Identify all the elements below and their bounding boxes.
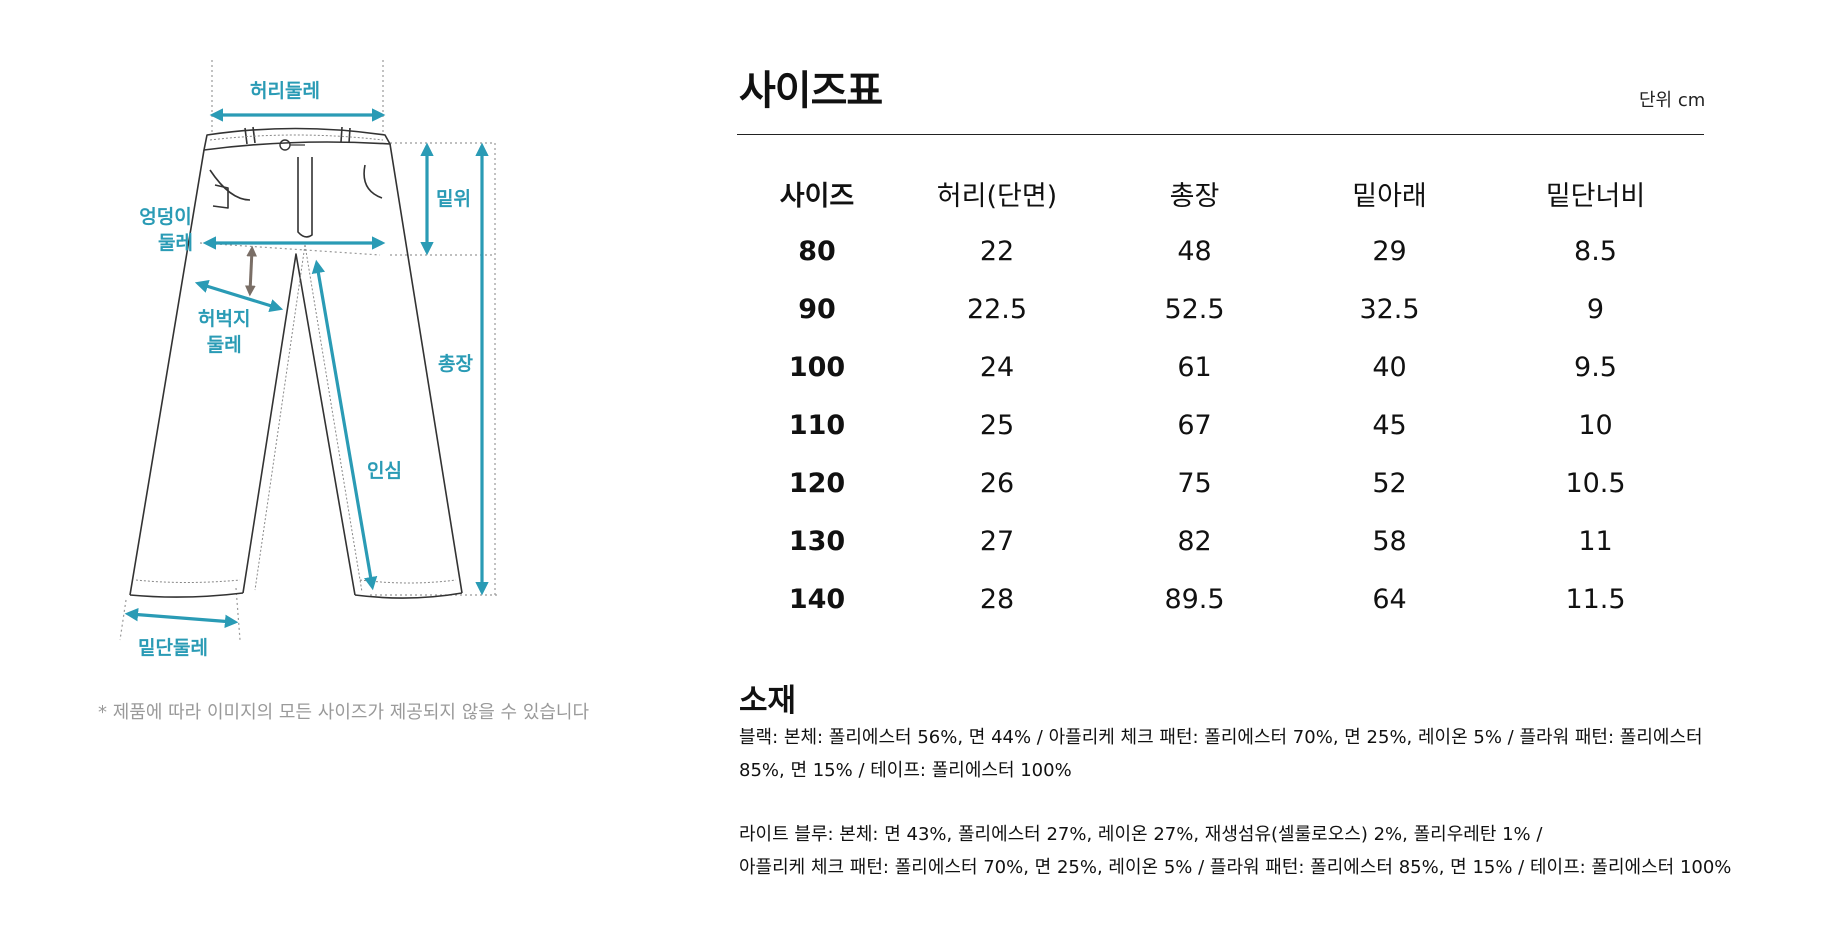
rise-cell: 64: [1372, 583, 1407, 615]
hem-width-cell: 11.5: [1565, 583, 1626, 615]
table-row: 120 26 75 52 10.5: [737, 454, 1704, 512]
title-divider: [737, 134, 1704, 135]
rise-label: 밑위: [436, 188, 471, 210]
table-row: 130 27 82 58 11: [737, 512, 1704, 570]
size-chart-title: 사이즈표: [739, 68, 883, 114]
table-row: 100 24 61 40 9.5: [737, 338, 1704, 396]
total-length-cell: 67: [1177, 409, 1212, 441]
size-cell: 140: [788, 583, 846, 615]
waist-cell: 28: [979, 583, 1015, 615]
size-table-header-row: 사이즈 허리(단면) 총장 밑아래 밑단너비: [737, 164, 1704, 222]
header-hem-width: 밑단너비: [1545, 180, 1646, 212]
header-total-length: 총장: [1169, 180, 1220, 212]
hem-width-cell: 10.5: [1565, 467, 1626, 499]
waist-cell: 22: [979, 235, 1015, 267]
thigh-label: 허벅지 둘레: [198, 306, 250, 358]
thigh-label-line1: 허벅지: [198, 308, 251, 330]
size-cell: 90: [798, 293, 836, 325]
total-length-cell: 89.5: [1164, 583, 1225, 615]
total-length-cell: 48: [1177, 235, 1212, 267]
hem-width-cell: 9.5: [1574, 351, 1617, 383]
waist-cell: 22.5: [966, 293, 1028, 325]
table-row: 110 25 67 45 10: [737, 396, 1704, 454]
size-cell: 130: [788, 525, 846, 557]
size-cell: 110: [788, 409, 846, 441]
rise-cell: 29: [1372, 235, 1407, 267]
size-table: 사이즈 허리(단면) 총장 밑아래 밑단너비 80 22 48 29 8.5 9…: [737, 164, 1704, 628]
measurement-diagram: 허리둘레 밑위 엉덩이 둘레 허벅지 둘레 총장 인심 밑단둘레: [100, 40, 660, 680]
total-length-cell: 75: [1177, 467, 1212, 499]
hip-label-line1: 엉덩이: [139, 206, 192, 228]
hip-label-line2: 둘레: [158, 232, 193, 254]
table-row: 90 22.5 52.5 32.5 9: [737, 280, 1704, 338]
size-disclaimer-note: * 제품에 따라 이미지의 모든 사이즈가 제공되지 않을 수 있습니다: [98, 702, 590, 723]
waist-cell: 27: [979, 525, 1015, 557]
waist-cell: 24: [979, 351, 1015, 383]
waist-cell: 25: [979, 409, 1015, 441]
hem-width-cell: 10: [1578, 409, 1613, 441]
rise-cell: 45: [1372, 409, 1407, 441]
waist-label: 허리둘레: [250, 80, 320, 102]
hip-label: 엉덩이 둘레: [138, 204, 193, 256]
header-rise: 밑아래: [1352, 180, 1427, 212]
total-length-label: 총장: [438, 353, 473, 375]
rise-cell: 52: [1372, 467, 1407, 499]
material-title: 소재: [739, 683, 797, 719]
total-length-cell: 82: [1177, 525, 1212, 557]
hem-width-cell: 11: [1578, 525, 1613, 557]
unit-label: 단위 cm: [1639, 90, 1706, 111]
material-black-line1: 블랙: 본체: 폴리에스터 56%, 면 44% / 아플리케 체크 패턴: 폴…: [739, 727, 1703, 748]
header-size: 사이즈: [779, 180, 855, 212]
rise-cell: 32.5: [1359, 293, 1420, 325]
table-row: 140 28 89.5 64 11.5: [737, 570, 1704, 628]
size-cell: 100: [788, 351, 846, 383]
rise-cell: 40: [1372, 351, 1407, 383]
hem-label: 밑단둘레: [138, 637, 208, 659]
thigh-label-line2: 둘레: [206, 334, 242, 356]
total-length-cell: 61: [1177, 351, 1212, 383]
size-cell: 120: [788, 467, 846, 499]
inseam-label: 인심: [367, 460, 402, 482]
table-row: 80 22 48 29 8.5: [737, 222, 1704, 280]
total-length-cell: 52.5: [1164, 293, 1225, 325]
hem-width-cell: 9: [1586, 293, 1605, 325]
header-waist: 허리(단면): [936, 180, 1058, 212]
size-cell: 80: [798, 235, 836, 267]
hem-width-cell: 8.5: [1574, 235, 1617, 267]
rise-cell: 58: [1372, 525, 1407, 557]
material-lightblue-line2: 아플리케 체크 패턴: 폴리에스터 70%, 면 25%, 레이온 5% / 플…: [739, 857, 1732, 878]
material-black-line2: 85%, 면 15% / 테이프: 폴리에스터 100%: [739, 760, 1072, 781]
material-lightblue-line1: 라이트 블루: 본체: 면 43%, 폴리에스터 27%, 레이온 27%, 재…: [739, 824, 1543, 845]
jeans-outline-icon: [119, 60, 500, 641]
waist-cell: 26: [979, 467, 1015, 499]
